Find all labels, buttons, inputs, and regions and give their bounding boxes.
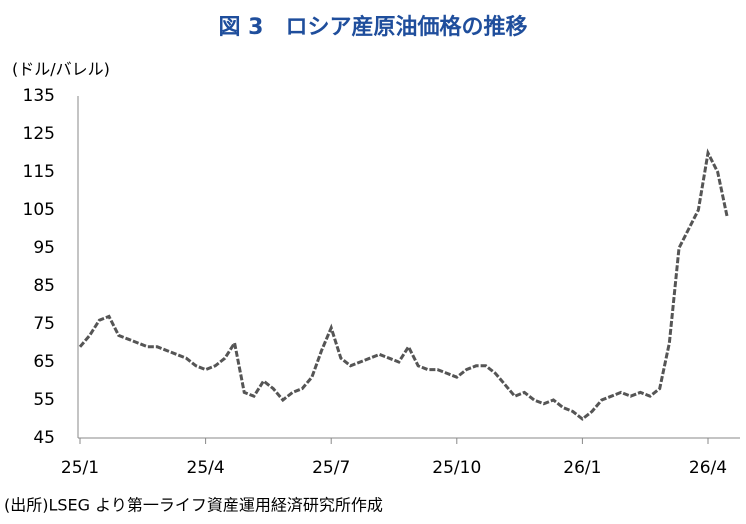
- x-tick-label: 25/4: [187, 458, 225, 478]
- y-tick-label: 65: [33, 352, 55, 372]
- price-line: [78, 148, 729, 421]
- y-axis-label: (ドル/バレル): [12, 60, 110, 79]
- x-tick-label: 25/10: [432, 458, 481, 478]
- y-tick-label: 135: [23, 86, 55, 106]
- x-tick-label: 25/1: [61, 458, 99, 478]
- x-tick-label: 25/7: [312, 458, 350, 478]
- chart-title: 図 3 ロシア産原油価格の推移: [219, 14, 528, 40]
- y-tick-label: 115: [23, 162, 55, 182]
- x-tick-label: 26/4: [689, 458, 727, 478]
- y-tick-label: 55: [33, 390, 55, 410]
- source-note: (出所)LSEG より第一ライフ資産運用経済研究所作成: [4, 496, 383, 515]
- y-tick-label: 125: [23, 124, 55, 144]
- y-tick-label: 105: [23, 200, 55, 220]
- y-tick-label: 95: [33, 238, 55, 258]
- x-tick-label: 26/1: [563, 458, 601, 478]
- y-tick-label: 75: [33, 314, 55, 334]
- y-tick-label: 85: [33, 276, 55, 296]
- y-tick-label: 45: [33, 428, 55, 448]
